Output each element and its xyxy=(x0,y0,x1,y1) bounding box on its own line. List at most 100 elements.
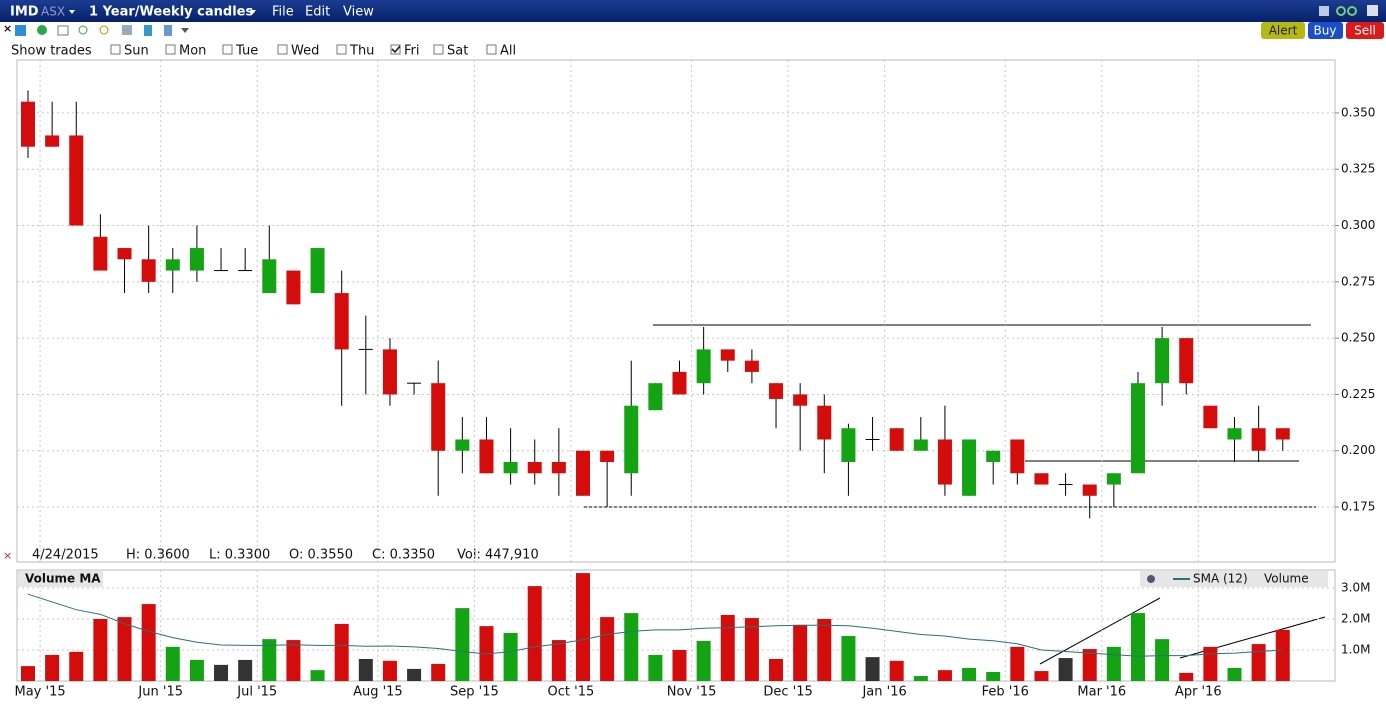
exchange[interactable]: ASX xyxy=(41,5,65,19)
volume-bar xyxy=(986,672,1001,681)
buy-label[interactable]: Buy xyxy=(1314,24,1337,38)
candle-body xyxy=(672,371,687,395)
volume-bar xyxy=(21,666,35,681)
candle-body xyxy=(310,248,325,294)
checkbox[interactable] xyxy=(486,44,497,55)
candle-body xyxy=(1179,338,1194,384)
candle-body xyxy=(913,439,928,451)
volume-bar xyxy=(1034,671,1049,681)
volume-bar xyxy=(527,586,542,681)
candle-body xyxy=(431,383,446,451)
candle-body xyxy=(793,394,808,406)
volume-bar xyxy=(69,651,84,681)
alert-label[interactable]: Alert xyxy=(1269,24,1298,38)
info-high: H: 0.3600 xyxy=(126,548,190,563)
candle-body xyxy=(527,462,542,474)
volume-bar xyxy=(407,668,422,681)
candle-body xyxy=(382,349,397,395)
legend-icon[interactable] xyxy=(1147,575,1155,583)
volume-bar xyxy=(962,667,977,681)
day-label: Sat xyxy=(447,44,468,59)
candle-body xyxy=(45,135,60,147)
toolbar-icons[interactable]: × xyxy=(3,22,189,36)
x-tick-label: Dec '15 xyxy=(763,685,812,700)
volume-bar xyxy=(214,664,229,681)
x-tick-label: Apr '16 xyxy=(1175,685,1222,700)
checkbox[interactable] xyxy=(433,44,444,55)
y-tick-label: 3.0M xyxy=(1341,580,1370,594)
candle-body xyxy=(189,248,204,271)
x-tick-label: Jun '15 xyxy=(137,685,183,700)
y-tick-label: 1.0M xyxy=(1341,642,1370,656)
candle-body xyxy=(551,462,566,474)
checkbox[interactable] xyxy=(390,44,401,55)
volume-bar xyxy=(358,658,373,681)
candle-body xyxy=(1106,473,1121,485)
candle-body xyxy=(696,349,711,384)
title-bar xyxy=(0,0,1386,22)
buy-button[interactable] xyxy=(1308,22,1343,39)
info-open: O: 0.3550 xyxy=(289,548,353,563)
volume-bar xyxy=(310,670,325,681)
close-marker[interactable]: × xyxy=(3,549,12,562)
info-low: L: 0.3300 xyxy=(209,548,270,563)
sell-button[interactable] xyxy=(1346,22,1384,39)
candle-body xyxy=(69,135,84,226)
candle-body xyxy=(937,439,952,485)
y-tick-label: 0.350 xyxy=(1341,105,1375,119)
volume-bar xyxy=(382,660,397,681)
volume-bar xyxy=(1155,639,1170,681)
alert-button[interactable] xyxy=(1261,22,1305,39)
volume-bar xyxy=(551,640,566,681)
candle-body xyxy=(1082,484,1097,496)
volume-title-box xyxy=(18,571,103,587)
volume-bar xyxy=(889,660,904,681)
menu-view[interactable]: View xyxy=(343,5,374,20)
checkbox[interactable] xyxy=(336,44,347,55)
candle-body xyxy=(455,439,470,451)
volume-bar xyxy=(1203,646,1218,681)
candle-body xyxy=(624,405,639,474)
period[interactable]: 1 Year/Weekly candles xyxy=(89,5,253,20)
day-label: Mon xyxy=(179,44,206,59)
candle-body xyxy=(600,450,615,463)
volume-bar xyxy=(238,659,253,681)
day-label: Sun xyxy=(124,44,149,59)
candle-body xyxy=(769,383,784,399)
candle-body xyxy=(286,270,301,305)
info-volume: Vol: 447,910 xyxy=(457,548,539,563)
sell-label[interactable]: Sell xyxy=(1354,24,1376,38)
volume-bar xyxy=(624,613,639,681)
y-tick-label: 0.200 xyxy=(1341,443,1375,457)
window-icons[interactable] xyxy=(1319,5,1378,16)
volume-bar xyxy=(600,617,615,681)
checkbox[interactable] xyxy=(165,44,176,55)
x-tick-label: Jul '15 xyxy=(236,685,277,700)
checkbox[interactable] xyxy=(110,44,121,55)
y-tick-label: 0.175 xyxy=(1341,500,1375,514)
y-tick-label: 0.250 xyxy=(1341,331,1375,345)
volume-bar xyxy=(1130,613,1145,681)
volume-bar xyxy=(913,676,928,681)
svg-text:×: × xyxy=(3,22,12,35)
candle-body xyxy=(93,236,108,271)
menu-file[interactable]: File xyxy=(272,5,294,20)
volume-bar xyxy=(1058,658,1073,681)
candle-body xyxy=(889,428,904,451)
legend-label: SMA (12) xyxy=(1193,572,1248,586)
volume-bar xyxy=(286,640,301,681)
candle-body xyxy=(1034,473,1049,485)
checkbox[interactable] xyxy=(222,44,233,55)
checkbox[interactable] xyxy=(277,44,288,55)
candle-body xyxy=(1155,338,1170,384)
volume-bar xyxy=(1106,646,1121,681)
volume-bar xyxy=(865,657,880,681)
menu-edit[interactable]: Edit xyxy=(305,5,330,20)
volume-title: Volume MA xyxy=(25,572,101,586)
candle-body xyxy=(1227,428,1242,440)
volume-bar xyxy=(45,654,60,681)
candle-body xyxy=(841,428,856,463)
y-tick-label: 0.300 xyxy=(1341,218,1375,232)
